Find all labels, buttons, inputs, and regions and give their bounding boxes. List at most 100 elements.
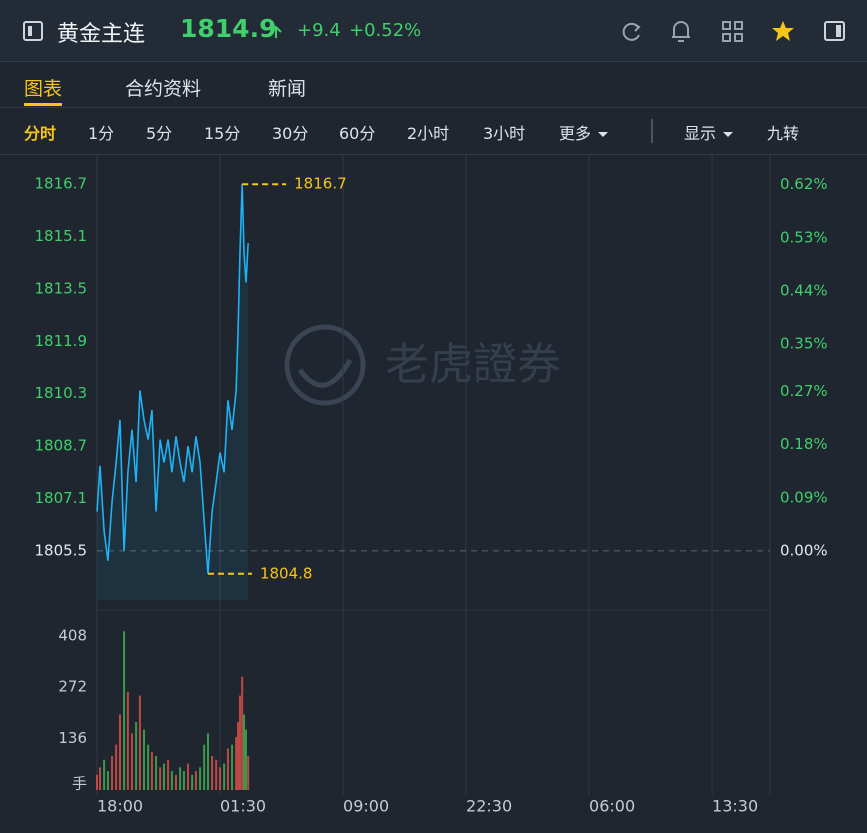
y-tick-label: 1813.5 <box>35 279 88 297</box>
volume-bar <box>235 737 238 790</box>
volume-bar <box>123 631 126 790</box>
volume-bar <box>243 714 246 790</box>
divider <box>0 61 867 62</box>
y2-tick-label: 0.62% <box>780 175 828 193</box>
up-arrow <box>270 25 282 38</box>
y2-tick-label: 0.35% <box>780 335 828 353</box>
x-tick-label: 13:30 <box>712 797 758 816</box>
y-tick-label: 1816.7 <box>35 175 88 193</box>
interval[interactable]: 60分 <box>339 124 376 143</box>
volume-bar <box>211 756 214 790</box>
price-line <box>96 184 249 574</box>
watermark-logo <box>284 324 366 406</box>
y-tick-label: 1808.7 <box>35 437 88 455</box>
y-tick-label: 1811.9 <box>35 332 88 350</box>
volume-bar <box>219 767 222 790</box>
y-tick-label: 1807.1 <box>35 489 88 507</box>
volume-bar <box>182 771 185 790</box>
header <box>0 0 867 61</box>
price-change-pct: +0.52% <box>349 20 422 41</box>
watermark: 老虎證券 <box>385 339 561 390</box>
x-tick-label: 01:30 <box>220 797 266 816</box>
y2-tick-label: 0.44% <box>780 281 828 299</box>
volume-bar <box>199 767 202 790</box>
volume-bar <box>103 759 106 790</box>
interval[interactable]: 2小时 <box>407 124 450 143</box>
volume-bar <box>187 763 190 790</box>
volume-bar <box>126 691 129 790</box>
volume-bar <box>206 733 209 790</box>
instrument-title: 黄金主连 <box>57 22 146 47</box>
price-area <box>97 184 249 600</box>
divider <box>0 107 867 108</box>
display-dropdown[interactable]: 显示 <box>684 120 733 144</box>
interval[interactable]: 1分 <box>88 124 115 143</box>
interval[interactable]: 5分 <box>146 124 173 143</box>
y2-tick-label: 0.00% <box>780 541 828 559</box>
tab[interactable]: 新闻 <box>268 78 307 100</box>
x-tick-label: 18:00 <box>97 797 143 816</box>
volume-bar <box>135 722 138 790</box>
more-dropdown[interactable]: 更多 <box>559 120 608 144</box>
y-tick-label: 1810.3 <box>35 384 88 402</box>
volume-bar <box>237 722 240 790</box>
volume-bar <box>147 744 150 790</box>
volume-bar <box>170 771 173 790</box>
volume-unit: 手 <box>72 775 87 793</box>
volume-bar <box>155 756 158 790</box>
interval[interactable]: 3小时 <box>483 124 526 143</box>
grid-icon[interactable] <box>722 21 743 42</box>
y-tick-label: 1805.5 <box>35 541 88 559</box>
last-price: 1814.9 <box>180 14 277 43</box>
volume-bar <box>106 771 109 790</box>
volume-bar <box>247 756 250 790</box>
x-tick-label: 06:00 <box>589 797 635 816</box>
volume-bar <box>194 771 197 790</box>
sidebar-icon[interactable] <box>23 21 43 41</box>
interval[interactable]: 30分 <box>272 124 309 143</box>
y-tick-label: 1815.1 <box>35 227 88 245</box>
volume-bar <box>244 729 247 790</box>
star-icon[interactable] <box>772 21 794 41</box>
volume-bar <box>215 759 218 790</box>
volume-bar <box>231 744 234 790</box>
interval[interactable]: 15分 <box>204 124 241 143</box>
volume-bar <box>96 774 98 790</box>
volume-bar <box>223 763 226 790</box>
tab-underline <box>24 103 63 106</box>
toolbar-divider <box>651 119 653 143</box>
extreme-label: 1816.7 <box>294 175 347 193</box>
price-change: +9.4 <box>297 20 341 41</box>
nine-turn[interactable]: 九转 <box>767 124 800 143</box>
panel-icon[interactable] <box>824 21 845 41</box>
header-icons <box>23 21 845 42</box>
volume-bar <box>143 729 146 790</box>
x-tick-label: 22:30 <box>466 797 512 816</box>
divider <box>0 154 867 155</box>
volume-bar <box>179 767 182 790</box>
refresh-icon[interactable] <box>622 22 641 41</box>
interval[interactable]: 分时 <box>24 124 57 143</box>
bell-icon[interactable] <box>672 21 690 42</box>
volume-bar <box>138 695 141 790</box>
tab[interactable]: 图表 <box>24 78 63 100</box>
volume-bar <box>130 733 133 790</box>
volume-tick-label: 408 <box>58 626 87 644</box>
volume-bar <box>150 752 153 790</box>
volume-bar <box>99 767 102 790</box>
volume-bar <box>241 676 244 790</box>
volume-bar <box>115 744 118 790</box>
chart: 老虎證券 18:00 01:30 09:00 22:30 06:00 13:30 1805.… <box>35 155 828 816</box>
y2-tick-label: 0.18% <box>780 435 828 453</box>
volume-bar <box>167 759 170 790</box>
volume-bar <box>159 767 162 790</box>
extreme-label: 1804.8 <box>260 564 313 582</box>
volume-bar <box>118 714 121 790</box>
y2-tick-label: 0.09% <box>780 488 828 506</box>
volume-tick-label: 136 <box>58 729 87 747</box>
volume-bar <box>162 763 165 790</box>
tab[interactable]: 合约资料 <box>125 78 202 100</box>
y2-tick-label: 0.27% <box>780 382 828 400</box>
volume-bar <box>226 748 229 790</box>
